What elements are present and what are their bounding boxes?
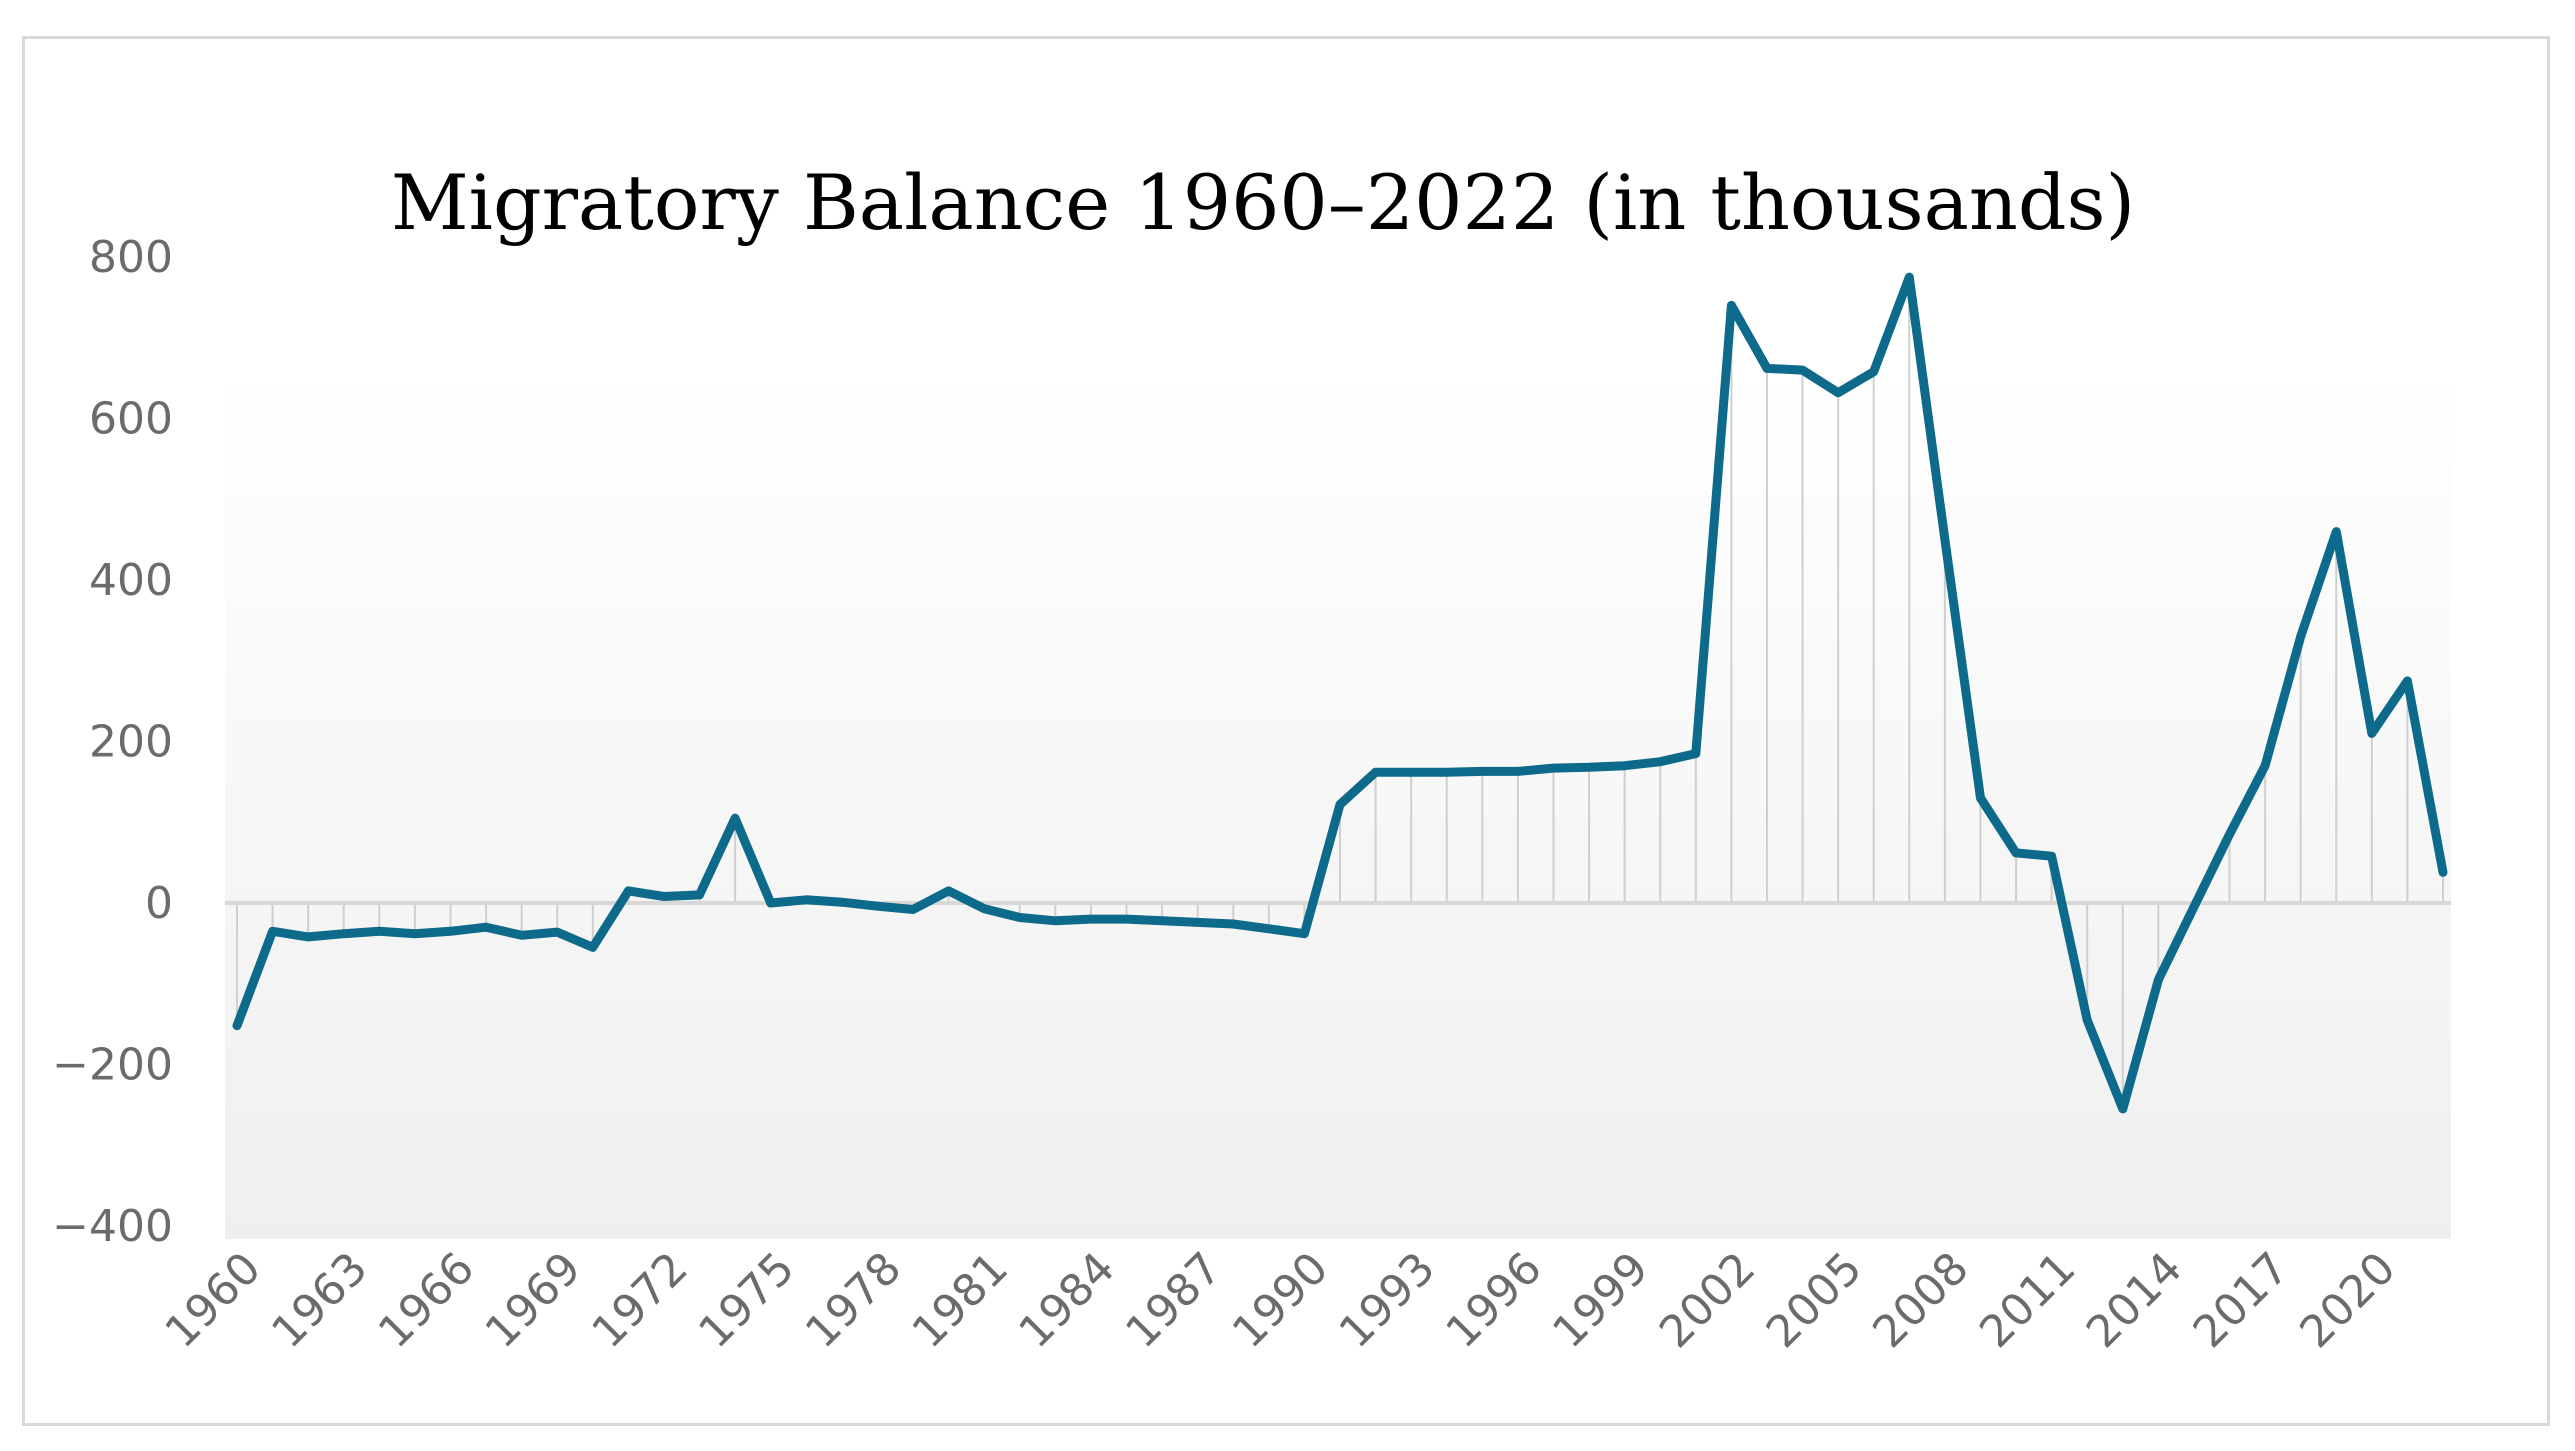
data-point — [1657, 758, 1664, 765]
x-tick-label: 1972 — [582, 1243, 697, 1358]
chart-title: Migratory Balance 1960–2022 (in thousand… — [391, 158, 2135, 247]
x-tick-label: 1981 — [903, 1243, 1018, 1358]
line-chart: Migratory Balance 1960–2022 (in thousand… — [52, 158, 2451, 1358]
data-point — [2155, 976, 2162, 983]
data-point — [2404, 677, 2411, 684]
data-point — [483, 924, 490, 931]
data-point — [2297, 633, 2304, 640]
data-point — [447, 928, 454, 935]
data-point — [234, 1022, 240, 1029]
x-tick-label: 2014 — [2077, 1243, 2192, 1358]
x-tick-label: 2011 — [1970, 1243, 2085, 1358]
data-point — [838, 899, 845, 906]
data-point — [767, 900, 774, 906]
x-axis-ticks: 1960196319661969197219751978198119841987… — [156, 1243, 2406, 1358]
x-tick-label: 2005 — [1757, 1243, 1872, 1358]
data-point — [1977, 795, 1984, 802]
x-tick-label: 1975 — [689, 1243, 804, 1358]
data-point — [269, 928, 276, 935]
data-point — [1870, 368, 1877, 375]
x-tick-label: 1963 — [262, 1243, 377, 1358]
data-point — [411, 930, 418, 937]
data-point — [1052, 917, 1059, 924]
data-point — [1728, 302, 1735, 309]
data-point — [2440, 869, 2446, 876]
x-tick-label: 1999 — [1543, 1243, 1658, 1358]
y-tick-label: 400 — [89, 555, 173, 606]
data-point — [1016, 914, 1023, 921]
y-tick-label: 0 — [145, 878, 173, 929]
data-point — [589, 944, 596, 951]
data-point — [1763, 365, 1770, 372]
data-point — [1123, 916, 1130, 923]
data-point — [2262, 762, 2269, 769]
data-point — [1301, 930, 1308, 937]
data-point — [625, 887, 632, 894]
y-tick-label: 600 — [89, 394, 173, 445]
data-point — [1941, 536, 1948, 543]
data-point — [2190, 904, 2197, 911]
data-point — [696, 891, 703, 898]
data-point — [1799, 367, 1806, 374]
data-point — [2368, 730, 2375, 737]
data-point — [874, 903, 881, 910]
y-tick-label: −400 — [52, 1201, 173, 1252]
data-point — [2048, 853, 2055, 860]
data-point — [803, 896, 810, 903]
x-tick-label: 2002 — [1650, 1243, 1765, 1358]
data-point — [1230, 920, 1237, 927]
y-axis-ticks: 800 600 400 200 0 −200 −400 — [52, 232, 173, 1252]
y-tick-label: 800 — [89, 232, 173, 283]
data-point — [1550, 765, 1557, 772]
data-point — [305, 933, 312, 940]
data-point — [1194, 919, 1201, 926]
x-tick-label: 1960 — [156, 1243, 271, 1358]
data-point — [1692, 750, 1699, 757]
data-point — [1337, 801, 1343, 808]
data-point — [1265, 925, 1272, 932]
data-point — [1443, 769, 1450, 776]
data-point — [376, 928, 383, 935]
x-tick-label: 1993 — [1330, 1243, 1445, 1358]
data-point — [1159, 917, 1166, 924]
data-point — [2333, 528, 2340, 535]
y-tick-label: −200 — [52, 1040, 173, 1091]
data-point — [1906, 274, 1913, 281]
data-point — [1087, 916, 1094, 923]
series-layer — [232, 272, 2448, 1114]
data-point — [2013, 849, 2020, 856]
data-point — [554, 929, 561, 936]
data-point — [910, 906, 917, 913]
data-point — [518, 932, 525, 939]
x-tick-label: 1978 — [796, 1243, 911, 1358]
chart-frame: Migratory Balance 1960–2022 (in thousand… — [22, 36, 2550, 1426]
data-point — [2226, 831, 2233, 838]
x-tick-label: 2008 — [1863, 1243, 1978, 1358]
x-tick-label: 1969 — [476, 1243, 591, 1358]
x-tick-label: 1996 — [1436, 1243, 1551, 1358]
x-tick-label: 1966 — [369, 1243, 484, 1358]
data-point — [340, 930, 347, 937]
data-point — [2119, 1105, 2126, 1112]
data-point — [732, 815, 739, 822]
data-point — [1408, 769, 1415, 776]
data-point — [660, 893, 667, 900]
data-point — [1621, 762, 1628, 769]
x-tick-label: 2020 — [2290, 1243, 2405, 1358]
data-point — [1514, 768, 1521, 775]
data-point — [945, 887, 952, 894]
x-tick-label: 1984 — [1009, 1243, 1124, 1358]
data-point — [981, 905, 988, 912]
x-tick-label: 2017 — [2184, 1243, 2299, 1358]
data-point — [1372, 769, 1379, 776]
data-point — [1479, 768, 1486, 775]
y-tick-label: 200 — [89, 717, 173, 768]
x-tick-label: 1990 — [1223, 1243, 1338, 1358]
data-point — [1835, 389, 1842, 396]
data-point — [2084, 1017, 2091, 1024]
x-tick-label: 1987 — [1116, 1243, 1231, 1358]
data-point — [1586, 764, 1593, 771]
